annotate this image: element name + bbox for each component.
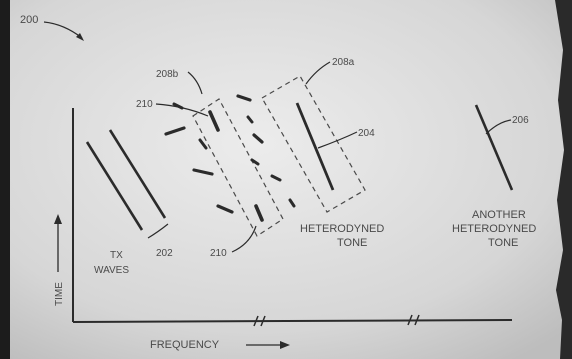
ref-208b-leader (187, 71, 203, 95)
ref-204-leader (317, 131, 358, 149)
tx-waves-label-line2: WAVES (94, 265, 129, 276)
x-axis-break-1b (260, 315, 266, 327)
ref-204-label: 204 (358, 128, 375, 139)
right-torn-edge (555, 0, 572, 359)
scatter-mark (270, 174, 282, 182)
heterodyned-tone-line (295, 102, 335, 191)
y-axis-arrowhead (54, 214, 62, 224)
scattered-marks (164, 94, 296, 222)
ref-206-label: 206 (512, 115, 529, 126)
ref-210-bottom-leader (231, 225, 257, 253)
another-heterodyned-tone-line (474, 104, 514, 191)
another-tone-label-line3: TONE (488, 237, 518, 249)
scatter-mark (246, 115, 254, 124)
dashed-region-208a (261, 75, 366, 213)
x-axis-arrowhead (280, 341, 290, 349)
another-tone-label-line1: ANOTHER (472, 209, 526, 221)
scatter-mark (252, 133, 264, 144)
figure-ref-200: 200 (20, 14, 38, 26)
ref-210-top-label: 210 (136, 99, 153, 110)
tx-waves (85, 129, 167, 231)
ref-208a-label: 208a (332, 57, 355, 68)
ref-202-leader (147, 223, 169, 239)
dashed-region-208b (192, 98, 284, 237)
scatter-mark (250, 158, 260, 166)
another-tone-label-line2: HETERODYNED (452, 223, 536, 235)
scatter-mark (236, 94, 252, 102)
figure-ref-arrowhead (76, 33, 84, 41)
y-axis-label: TIME (54, 282, 65, 306)
scatter-mark (288, 198, 296, 208)
x-axis-break-2a (407, 314, 413, 326)
scatter-mark (198, 138, 208, 150)
x-axis-break-2b (414, 314, 420, 326)
scatter-mark (192, 168, 214, 176)
tx-wave-line-2 (108, 129, 167, 219)
ref-206-leader (485, 119, 512, 135)
heterodyned-tone-label-line1: HETERODYNED (300, 223, 384, 235)
x-axis-line (72, 319, 513, 323)
axes (72, 108, 513, 327)
ref-208b-label: 208b (156, 69, 179, 80)
tx-wave-line-1 (85, 141, 144, 231)
scatter-mark (164, 126, 186, 136)
x-axis-break-1a (253, 315, 259, 327)
left-dark-edge (0, 0, 10, 359)
ref-210-bottom-label: 210 (210, 248, 227, 259)
scatter-mark (216, 204, 234, 214)
tx-waves-label-line1: TX (110, 250, 123, 261)
ref-208a-leader (305, 61, 331, 85)
heterodyned-tone-label-line2: TONE (337, 237, 367, 249)
scatter-mark (208, 110, 220, 132)
scatter-mark (254, 204, 264, 222)
ref-202-label: 202 (156, 248, 173, 259)
ref-210-top-leader (155, 103, 209, 117)
x-axis-label: FREQUENCY (150, 339, 220, 351)
